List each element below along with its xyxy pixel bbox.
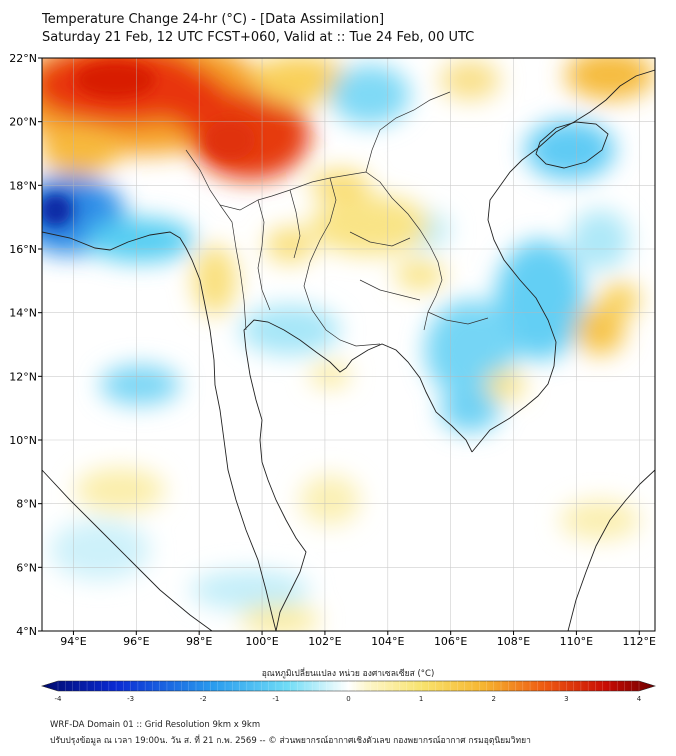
colorbar-label: อุณหภูมิเปลี่ยนแปลง หน่วย องศาเซลเซียส (… [262, 667, 435, 679]
lat-label: 8°N [16, 498, 37, 511]
colorbar-ticks: -4 -3 -2 -1 0 1 2 3 4 [55, 695, 642, 703]
lat-label: 6°N [16, 561, 37, 574]
lon-label: 102°E [308, 635, 341, 648]
lon-label: 106°E [434, 635, 467, 648]
temperature-field [42, 58, 655, 631]
footer-model-info: WRF-DA Domain 01 :: Grid Resolution 9km … [50, 720, 261, 730]
chart-title: Temperature Change 24-hr (°C) - [Data As… [42, 12, 385, 27]
map-frame [41, 57, 656, 632]
lon-label: 108°E [497, 635, 530, 648]
lon-label: 98°E [186, 635, 212, 648]
lat-label: 16°N [9, 243, 37, 256]
lon-label: 96°E [123, 635, 149, 648]
lat-label: 20°N [9, 116, 37, 129]
colorbar-tick-label: -2 [200, 695, 207, 703]
coastlines [42, 58, 655, 631]
lat-label: 4°N [16, 625, 37, 638]
lon-label: 100°E [245, 635, 278, 648]
colorbar-tick-label: 1 [419, 695, 423, 703]
country-borders [185, 91, 489, 347]
longitude-labels: 94°E 96°E 98°E 100°E 102°E 104°E 106°E 108°E 110… [60, 631, 656, 648]
lat-label: 18°N [9, 179, 37, 192]
colorbar-tick-label: -3 [127, 695, 134, 703]
lat-label: 22°N [9, 52, 37, 65]
colorbar-tick-label: 4 [637, 695, 642, 703]
lon-label: 94°E [60, 635, 86, 648]
colorbar-tick-label: -1 [272, 695, 279, 703]
colorbar-tick-label: 2 [492, 695, 496, 703]
colorbar-tick-label: 3 [564, 695, 568, 703]
chart-subtitle: Saturday 21 Feb, 12 UTC FCST+060, Valid … [42, 30, 475, 45]
lon-label: 110°E [560, 635, 593, 648]
lon-label: 104°E [371, 635, 404, 648]
footer-update-info: ปรับปรุงข้อมูล ณ เวลา 19:00น. วัน ส. ที่… [50, 736, 531, 746]
lat-label: 10°N [9, 434, 37, 447]
colorbar-tick-label: 0 [346, 695, 350, 703]
colorbar-tick-label: -4 [55, 695, 63, 703]
lat-label: 12°N [9, 370, 37, 383]
latitude-labels: 22°N 20°N 18°N 16°N 14°N 12°N 10°N 8°N 6°N 4°N [9, 52, 42, 638]
lat-label: 14°N [9, 307, 37, 320]
lon-label: 112°E [623, 635, 656, 648]
